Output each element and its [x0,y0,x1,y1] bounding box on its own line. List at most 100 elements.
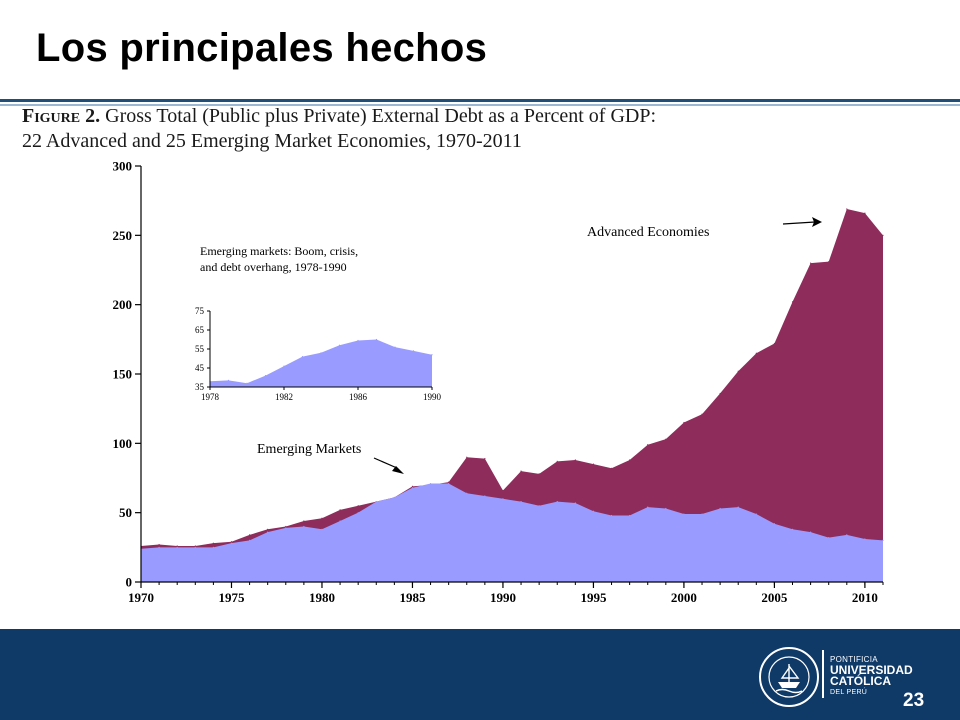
data-point [375,338,378,341]
x-tick-label: 1970 [128,590,154,605]
data-point [285,525,287,528]
data-point [230,542,233,544]
series-area-emerging-markets [141,483,883,582]
data-point [212,542,214,544]
data-point [301,356,304,358]
data-point [267,531,269,533]
inset-plot: 35 45 55 65 75 1978 1982 1986 1990 Emerging marke… [195,244,442,402]
data-point [176,546,178,548]
data-point [338,344,341,346]
data-point [357,512,359,514]
data-point [574,459,576,461]
data-point [810,262,812,264]
data-point [882,234,884,236]
y-tick-label: 75 [195,306,205,316]
data-point [610,514,613,517]
x-tick-label: 1978 [201,392,220,402]
figure-caption-line2: 22 Advanced and 25 Emerging Market Econo… [22,130,522,152]
data-point [248,534,251,536]
logo-line-pontificia: PONTIFICIA [830,655,878,664]
x-tick-label: 1980 [309,590,335,605]
data-point [520,500,522,503]
data-point [303,525,305,528]
x-tick-label: 2005 [761,590,788,605]
data-point [629,514,631,517]
y-tick-label: 45 [195,363,205,373]
y-tick-label: 150 [113,367,133,382]
x-tick-label: 1990 [423,392,442,402]
data-point [810,531,812,533]
y-tick-label: 200 [113,297,133,312]
data-point [719,392,721,395]
data-point [574,502,576,504]
data-point [448,481,450,483]
data-point [864,538,866,540]
logo-divider [822,650,824,698]
data-point [683,513,685,515]
data-point [828,537,830,539]
series-area-emerging-markets [210,339,432,387]
logo-line-del-peru: DEL PERÚ [830,689,868,696]
y-tick-label: 0 [126,575,133,590]
inset-title-line1: Emerging markets: Boom, crisis, [200,244,358,258]
y-tick-label: 100 [113,436,133,451]
data-point [719,507,721,510]
data-point [502,498,504,500]
data-point [394,346,396,348]
figure-label: Figure 2. [22,105,101,127]
data-point [285,527,287,529]
data-point [194,546,196,548]
annotation-advanced-economies: Advanced Economies [587,225,709,240]
logo-line-universidad: UNIVERSIDAD [830,663,913,677]
data-point [158,546,160,548]
annotation-emerging-markets: Emerging Markets [257,442,361,457]
data-point [448,482,450,485]
x-tick-label: 2010 [852,590,878,605]
data-point [647,444,649,446]
data-point [321,528,323,530]
data-point [773,523,776,525]
data-point [484,495,486,497]
x-tick-label: 1990 [490,590,516,605]
data-point [592,463,595,465]
page-number: 23 [903,690,925,711]
x-tick-label: 1982 [275,392,293,402]
y-tick-label: 55 [195,344,205,354]
figure-caption: Figure 2. Gross Total (Public plus Priva… [22,104,656,154]
data-point [267,528,269,530]
data-point [357,505,359,507]
y-tick-label: 35 [195,382,205,392]
y-tick-label: 50 [119,505,132,520]
data-point [194,545,196,547]
data-point [773,342,776,345]
x-tick-label: 1986 [349,392,368,402]
data-point [411,487,414,489]
data-point [321,517,323,519]
data-point [755,352,757,354]
external-debt-chart: 0 50 100 150 200 250 300 1970 1975 1980 1985 1990 19… [113,159,884,605]
data-point [610,467,613,469]
data-point [828,261,830,263]
data-point [320,352,322,354]
annotation-arrowhead-emerging [392,466,404,474]
series-area-advanced-economies [141,208,883,582]
data-point [303,520,305,522]
data-point [429,482,432,485]
data-point [665,438,667,440]
data-point [339,520,341,522]
data-point [227,379,230,381]
data-point [283,365,285,367]
data-point [520,470,522,472]
data-point [246,382,248,384]
data-point [791,301,794,303]
figure-caption-line1: Figure 2. Gross Total (Public plus Priva… [22,104,656,129]
data-point [737,506,739,508]
data-point [248,539,251,542]
data-point [683,421,685,424]
data-point [592,510,595,512]
data-point [484,457,486,460]
data-point [629,459,631,461]
data-point [665,507,667,510]
data-point [701,413,703,415]
data-point [357,339,359,342]
